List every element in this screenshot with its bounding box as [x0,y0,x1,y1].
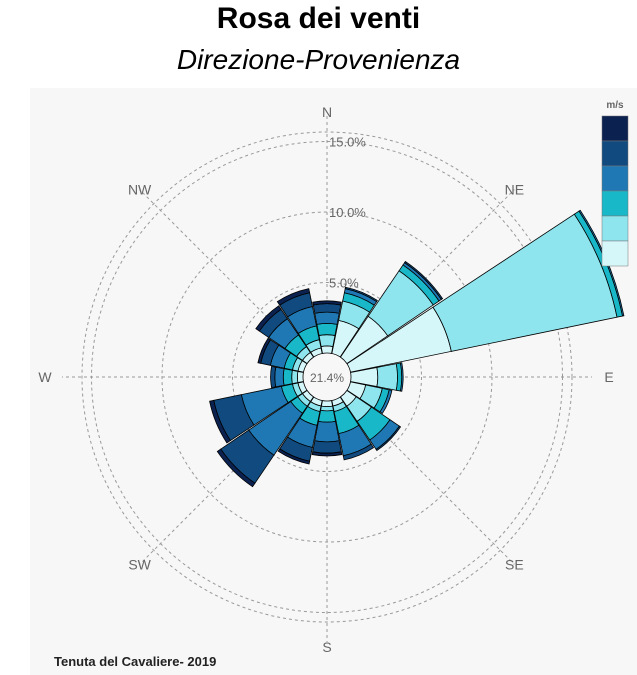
petal-sw [216,389,315,488]
petal-segment [375,425,402,452]
petal-segment [270,365,277,389]
grid-spoke [139,393,311,565]
petal-segment [209,399,231,444]
petal-segment [312,303,342,314]
petal-segment [320,405,334,412]
petal-ese [346,381,393,415]
petal-sse [331,396,375,461]
grid-ring [91,141,563,613]
chart-title: Rosa dei venti [216,2,421,35]
grid-spoke [343,189,515,361]
legend-swatch [601,140,629,167]
grid-ring-outer [81,131,573,623]
petal-segment [257,337,271,364]
chart-labels: N NE E SE S SW W NW 5.0% 10.0% 15.0% 21.4% [38,104,613,655]
station-footer: Tenuta del Cavaliere- 2019 [54,654,217,669]
grid-spoke [343,393,515,565]
petal-segment [277,448,311,465]
legend-swatch [601,215,629,242]
petal-segment [255,305,282,332]
petal-e [350,362,404,392]
petal-segment [312,440,342,454]
petal-nw [255,305,315,365]
petal-nnw [276,288,323,358]
direction-label-nw: NW [128,182,152,198]
petal-segment [318,334,336,347]
ring-label: 15.0% [329,135,366,150]
petal-n [312,300,342,354]
petal-se [339,389,402,452]
petal-ssw [277,396,323,465]
wind-petals [209,209,625,488]
petal-segment [316,322,338,336]
petal-segment [379,389,393,415]
petal-nne [331,286,378,358]
ring-label: 5.0% [329,276,359,291]
petal-ne [339,260,444,365]
petal-ene [346,209,625,373]
direction-label-sw: SW [128,556,151,572]
petal-segment [320,400,334,408]
petal-segment [578,209,625,317]
petal-segment [376,363,398,391]
petal-segment [311,451,343,457]
grid-ring [161,211,493,543]
petal-segment [404,260,444,300]
petal-w [270,365,304,389]
chart-subtitle: Direzione-Provenienza [176,44,461,75]
legend-swatch [601,190,629,217]
legend-unit: m/s [606,100,624,111]
petal-segment [320,345,334,354]
direction-label-ne: NE [505,182,524,198]
petal-segment [296,370,304,384]
polar-grid [62,112,592,642]
wind-rose-chart: N NE E SE S SW W NW 5.0% 10.0% 15.0% 21.4% m/s [38,100,629,655]
petal-wnw [257,337,308,373]
petal-segment [314,311,340,325]
direction-label-n: N [322,104,332,120]
direction-label-w: W [38,369,52,385]
speed-legend: m/s [601,100,629,267]
direction-label-s: S [322,639,331,655]
grid-ring [232,282,422,472]
grid-spoke [139,189,311,361]
petal-segment [291,369,299,385]
direction-label-e: E [604,369,613,385]
legend-swatch [601,240,629,267]
legend-swatch [601,115,629,142]
petal-segment [399,362,404,392]
petal-segment [344,286,378,303]
petal-segment [314,420,340,443]
petal-segment [318,409,336,423]
legend-swatch [601,165,629,192]
petal-s [311,400,343,457]
petal-segment [312,300,342,306]
chart-panel: N NE E SE S SW W NW 5.0% 10.0% 15.0% 21.4% m/s [30,88,637,675]
petal-segment [216,448,256,488]
petal-segment [342,443,375,461]
calm-percentage: 21.4% [310,371,344,385]
petal-segment [276,288,311,306]
petal-segment [274,366,285,388]
petal-segment [282,368,293,386]
ring-label: 10.0% [329,205,366,220]
direction-label-se: SE [505,556,524,572]
petal-wsw [209,381,308,444]
